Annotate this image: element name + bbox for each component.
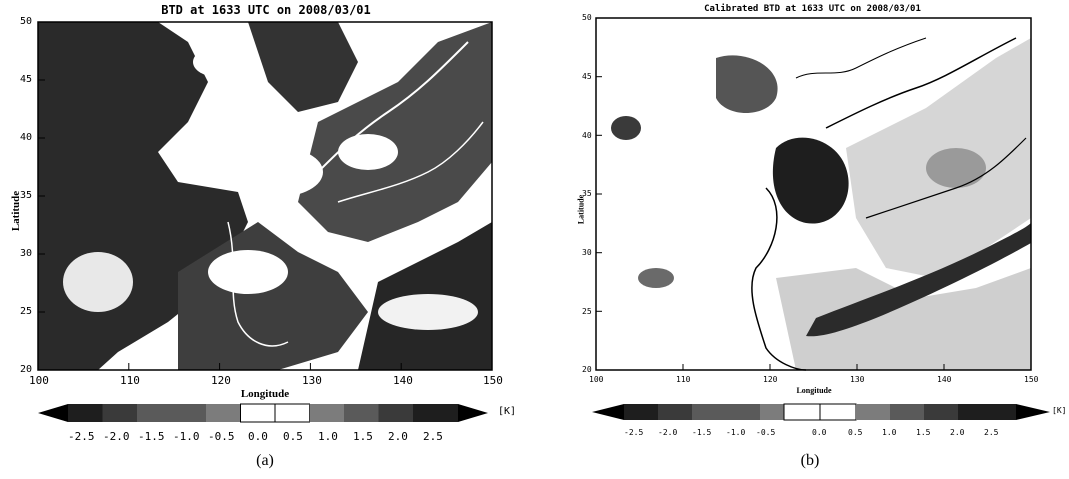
coastline [237,41,469,183]
x-tick-label: 140 [393,374,413,387]
grey-region-south [776,268,1031,370]
colorbar-right-arrow [458,404,488,422]
y-tick-label: 30 [582,248,592,257]
colorbar-tick-label: -0.5 [756,428,776,437]
dark-region-north [716,55,778,113]
map-plot [37,21,493,371]
y-tick-label: 30 [20,248,33,259]
cloud-patch [378,294,478,330]
colorbar-tick-label: -1.0 [726,428,746,437]
dark-patch [926,148,986,188]
coastline [825,37,1017,129]
colorbar-tick-label: 0.0 [812,428,827,437]
colorbar-tick-label: 2.0 [388,430,408,443]
y-tick-label: 20 [582,365,592,374]
colorbar-tick-label: 1.5 [916,428,931,437]
cloud-patch [208,250,288,294]
x-tick-label: 150 [483,374,503,387]
y-tick-label: 45 [582,72,592,81]
cloud-patch [63,252,133,312]
colorbar-tick-label: -2.5 [68,430,95,443]
x-tick-label: 130 [302,374,322,387]
x-tick-label: 110 [120,374,140,387]
cloud-patch [193,47,243,77]
x-axis-label: Longitude [796,386,832,395]
y-tick-marks [596,17,602,371]
colorbar-tick-label: 1.0 [882,428,897,437]
dark-patch [611,116,641,140]
grey-region-ocean [298,22,492,242]
colorbar-tick-label: -2.5 [624,428,644,437]
panel-label: (a) [256,452,274,469]
map-title: Calibrated BTD at 1633 UTC on 2008/03/01 [704,4,921,14]
dark-region-north [248,22,358,112]
coastline [337,121,484,203]
x-tick-label: 100 [29,374,49,387]
panel-a: BTD at 1633 UTC on 2008/03/01 Latitude [0,0,534,479]
colorbar-left-arrow [592,404,624,420]
x-tick-marks [595,364,1032,370]
y-tick-marks [38,21,45,371]
colorbar-tick-label: -1.5 [138,430,165,443]
colorbar-tick-label: -2.0 [658,428,678,437]
y-tick-label: 25 [582,307,592,316]
coastline [227,221,289,347]
coastline [865,137,1027,219]
x-tick-label: 130 [850,375,865,384]
x-tick-label: 120 [763,375,778,384]
map-title: BTD at 1633 UTC on 2008/03/01 [161,3,371,17]
cloud-patch [233,147,323,197]
y-tick-label: 50 [582,13,592,22]
colorbar-left-arrow [38,404,68,422]
x-tick-marks [37,363,493,370]
colorbar-unit: [K] [1052,406,1067,415]
colorbar-tick-label: 2.0 [950,428,965,437]
colorbar-tick-label: 0.0 [248,430,268,443]
x-axis-label: Longitude [240,388,290,400]
coastline [795,37,927,79]
colorbar-right-arrow [1016,404,1050,420]
colorbar-tick-label: -0.5 [208,430,235,443]
x-tick-label: 110 [676,375,691,384]
x-tick-label: 120 [211,374,231,387]
colorbar-tick-label: 2.5 [984,428,999,437]
colorbar [592,403,1050,421]
colorbar-tick-label: -1.5 [692,428,712,437]
colorbar-tick-label: 1.5 [353,430,373,443]
colorbar-tick-label: 1.0 [318,430,338,443]
y-tick-label: 25 [20,306,33,317]
colorbar [38,403,488,423]
y-tick-label: 40 [20,132,33,143]
y-tick-label: 35 [582,189,592,198]
dark-region-korea [772,137,849,224]
colorbar-tick-label: -2.0 [103,430,130,443]
colorbar-tick-label: 0.5 [848,428,863,437]
x-tick-label: 150 [1024,375,1039,384]
map-plot [595,17,1032,371]
colorbar-unit: [K] [498,406,517,417]
dark-patch [638,268,674,288]
colorbar-tick-label: 2.5 [423,430,443,443]
y-tick-label: 20 [20,364,33,375]
x-tick-label: 100 [589,375,604,384]
y-tick-label: 45 [20,74,33,85]
panel-b: Calibrated BTD at 1633 UTC on 2008/03/01… [534,0,1069,479]
x-tick-label: 140 [937,375,952,384]
y-tick-label: 35 [20,190,33,201]
colorbar-tick-label: -1.0 [173,430,200,443]
colorbar-tick-label: 0.5 [283,430,303,443]
dark-region-band [806,223,1031,337]
coastline [751,187,807,371]
cloud-patch [338,134,398,170]
y-tick-label: 40 [582,131,592,140]
y-tick-label: 50 [20,16,33,27]
panel-label: (b) [800,452,820,469]
